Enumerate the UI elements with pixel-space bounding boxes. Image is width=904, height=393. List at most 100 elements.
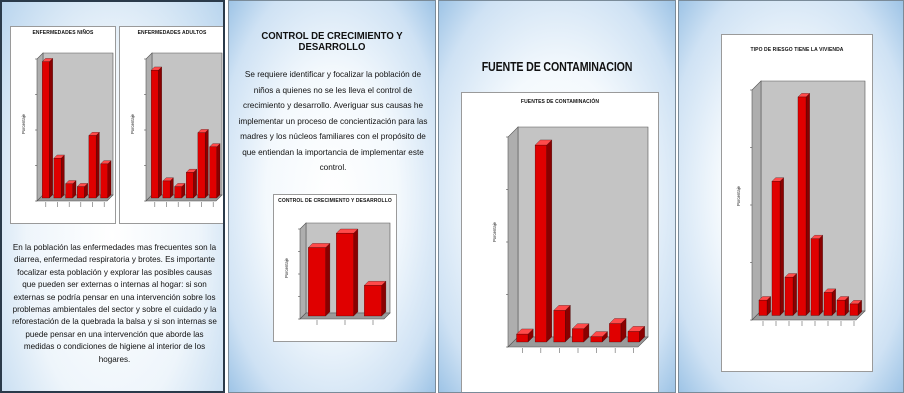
bar-side bbox=[779, 177, 784, 316]
bar-chart: Porcentaje bbox=[21, 52, 114, 207]
bar-front bbox=[797, 96, 807, 316]
y-axis-label: Porcentaje bbox=[21, 113, 26, 134]
bar-front bbox=[810, 238, 820, 316]
bar-front bbox=[627, 331, 640, 343]
bar-front bbox=[197, 132, 206, 199]
plot-side-wall bbox=[507, 126, 519, 348]
bar-side bbox=[169, 177, 174, 199]
bar-front bbox=[823, 292, 833, 316]
slide-tipo-riesgo: TIPO DE RIESGO TIENE LA VIVIENDA Porcent… bbox=[678, 0, 904, 393]
chart-fuentes-contaminacion: FUENTES DE CONTAMINACIÓN Porcentaje bbox=[461, 92, 659, 392]
chart-title: ENFERMEDADES ADULTOS bbox=[137, 30, 207, 36]
bar bbox=[609, 318, 627, 343]
chart-enfermedades-adultos: ENFERMEDADES ADULTOS Porcentaje bbox=[119, 26, 223, 224]
bar-front bbox=[784, 277, 794, 316]
bar-chart: Porcentaje bbox=[130, 52, 223, 207]
bar-side bbox=[49, 58, 53, 199]
slide-enfermedades: ENFERMEDADES NIÑOS Porcentaje ENFERMEDAD… bbox=[0, 0, 225, 393]
bar-front bbox=[88, 135, 97, 199]
bar-front bbox=[364, 285, 382, 317]
y-axis-label: Porcentaje bbox=[736, 185, 741, 206]
bar-chart: Porcentaje bbox=[736, 80, 866, 326]
bar-side bbox=[216, 143, 221, 199]
bar-chart: Porcentaje bbox=[492, 126, 649, 353]
bar bbox=[590, 331, 608, 343]
bar bbox=[307, 243, 331, 317]
chart-title: TIPO DE RIESGO TIENE LA VIVIENDA bbox=[750, 47, 844, 53]
bar-front bbox=[186, 172, 194, 199]
bar bbox=[571, 323, 590, 343]
bar-front bbox=[308, 247, 326, 317]
bar-front bbox=[849, 303, 859, 316]
bar-side bbox=[792, 273, 797, 316]
bar-side bbox=[193, 168, 197, 199]
slide-heading: CONTROL DE CRECIMIENTO Y DESARROLLO bbox=[261, 31, 403, 53]
bar bbox=[53, 154, 65, 199]
bar bbox=[185, 168, 198, 199]
chart-enfermedades-ninos: ENFERMEDADES NIÑOS Porcentaje bbox=[10, 26, 116, 224]
bar bbox=[209, 143, 221, 199]
slide-heading: FUENTE DE CONTAMINACION bbox=[481, 59, 633, 74]
plot-side-wall bbox=[751, 80, 762, 321]
bar-front bbox=[336, 233, 354, 317]
bar bbox=[100, 160, 112, 199]
bar-front bbox=[65, 183, 73, 199]
bar bbox=[810, 234, 824, 316]
bar-side bbox=[353, 228, 359, 317]
bar-side bbox=[60, 154, 65, 199]
bar-front bbox=[516, 333, 529, 343]
slide-body-text: Se requiere identificar y focalizar la p… bbox=[238, 70, 428, 172]
chart-title: ENFERMEDADES NIÑOS bbox=[32, 30, 94, 36]
bar-front bbox=[209, 146, 217, 199]
bar-side bbox=[818, 234, 823, 316]
bar-side bbox=[107, 160, 112, 199]
bar-side bbox=[805, 93, 810, 316]
bar bbox=[516, 328, 534, 343]
bar-side bbox=[158, 66, 162, 199]
bar-front bbox=[174, 186, 182, 199]
slide-fuente-contaminacion: FUENTE DE CONTAMINACION FUENTES DE CONTA… bbox=[438, 0, 676, 393]
bar-side bbox=[546, 139, 552, 343]
bar-chart: Porcentaje bbox=[284, 222, 391, 325]
bar-side bbox=[204, 129, 209, 199]
bar-front bbox=[53, 158, 62, 199]
slide-control-crecimiento: CONTROL DE CRECIMIENTO Y DESARROLLO Se r… bbox=[228, 0, 436, 393]
bar bbox=[150, 66, 163, 199]
chart-title: CONTROL DE CRECIMIENTO Y DESARROLLO bbox=[278, 198, 392, 204]
bar-front bbox=[836, 300, 846, 316]
bar bbox=[197, 129, 209, 199]
bar bbox=[836, 296, 850, 316]
bar bbox=[65, 180, 77, 199]
bar bbox=[797, 93, 811, 316]
bar-front bbox=[590, 336, 603, 343]
bar bbox=[335, 228, 359, 317]
y-axis-label: Porcentaje bbox=[130, 113, 135, 134]
bar-side bbox=[831, 288, 836, 316]
bar-front bbox=[758, 300, 768, 316]
bar-front bbox=[771, 181, 781, 316]
bar bbox=[88, 131, 100, 199]
bar-side bbox=[325, 243, 331, 317]
bar-side bbox=[381, 280, 387, 317]
bar-front bbox=[553, 310, 566, 343]
slide-body-text: En la población las enfermedades mas fre… bbox=[12, 243, 217, 364]
bar-front bbox=[77, 186, 85, 199]
bar bbox=[553, 304, 571, 343]
bar bbox=[823, 288, 837, 316]
bar bbox=[849, 300, 863, 316]
bar bbox=[784, 273, 798, 316]
bar-front bbox=[151, 70, 159, 199]
bar-side bbox=[95, 131, 100, 199]
bar-front bbox=[609, 323, 622, 343]
bar bbox=[174, 183, 186, 199]
bar-front bbox=[534, 144, 547, 343]
plot-side-wall bbox=[299, 222, 307, 320]
bar bbox=[771, 177, 785, 316]
bar bbox=[76, 183, 89, 199]
bar-front bbox=[162, 180, 171, 199]
bar-front bbox=[572, 328, 584, 343]
bar-side bbox=[565, 304, 571, 343]
bar bbox=[363, 280, 387, 317]
chart-control-crecimiento: CONTROL DE CRECIMIENTO Y DESARROLLO Porc… bbox=[273, 194, 397, 342]
bar bbox=[41, 58, 54, 199]
